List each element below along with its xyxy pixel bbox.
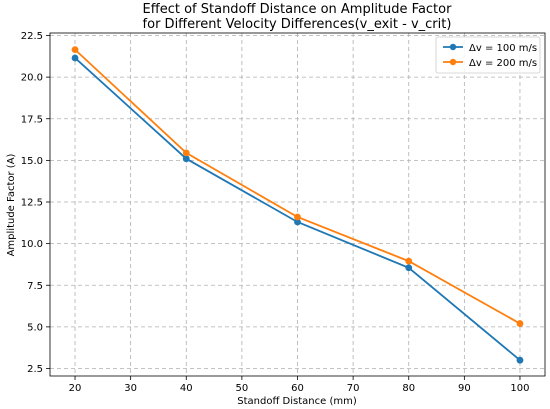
y-tick-label: 7.5	[27, 281, 43, 292]
data-point-100-20	[71, 54, 79, 62]
x-tick-label: 40	[180, 383, 193, 394]
x-tick-label: 80	[402, 383, 415, 394]
data-point-100-100	[516, 356, 524, 364]
legend-marker-100	[449, 43, 457, 51]
y-tick-label: 10.0	[21, 239, 43, 250]
x-tick-label: 30	[124, 383, 137, 394]
legend: Δv = 100 m/s Δv = 200 m/s	[435, 36, 541, 74]
data-point-100-40	[182, 155, 190, 163]
data-point-200-80	[405, 257, 413, 265]
x-tick-label: 50	[236, 383, 249, 394]
y-axis-label: Amplitude Factor (A)	[6, 153, 17, 256]
chart-title-line-2: for Different Velocity Differences(v_exi…	[143, 17, 452, 32]
chart-title-line-1: Effect of Standoff Distance on Amplitude…	[143, 2, 453, 17]
x-tick-label: 100	[510, 383, 529, 394]
legend-box	[435, 36, 541, 74]
y-tick-label: 22.5	[21, 31, 43, 42]
x-axis-label: Standoff Distance (mm)	[237, 396, 357, 407]
x-tick-label: 90	[458, 383, 471, 394]
y-tick-label: 15.0	[21, 156, 43, 167]
y-tick-label: 12.5	[21, 198, 43, 209]
legend-marker-200	[449, 58, 457, 66]
legend-label-200: Δv = 200 m/s	[469, 58, 537, 69]
data-point-200-40	[182, 149, 190, 157]
x-tick-label: 70	[347, 383, 360, 394]
plot-frame	[49, 32, 546, 377]
grid-lines	[50, 33, 545, 376]
data-point-100-60	[294, 218, 301, 226]
data-point-200-20	[71, 46, 79, 54]
data-point-200-60	[294, 213, 301, 221]
axis-ticks: 20 30 40 50 60 70 80 90 100 2.5 5.0 7.5 10.0 12.5 15.0…	[21, 31, 530, 394]
data-point-200-100	[516, 320, 524, 327]
y-tick-label: 17.5	[21, 114, 43, 125]
series-lines	[71, 46, 524, 364]
legend-label-100: Δv = 100 m/s	[469, 43, 537, 54]
y-tick-label: 2.5	[27, 364, 43, 375]
data-point-100-80	[405, 264, 413, 272]
x-tick-label: 20	[69, 383, 82, 394]
x-tick-label: 60	[291, 383, 304, 394]
y-tick-label: 5.0	[27, 322, 43, 333]
y-tick-label: 20.0	[21, 73, 43, 84]
